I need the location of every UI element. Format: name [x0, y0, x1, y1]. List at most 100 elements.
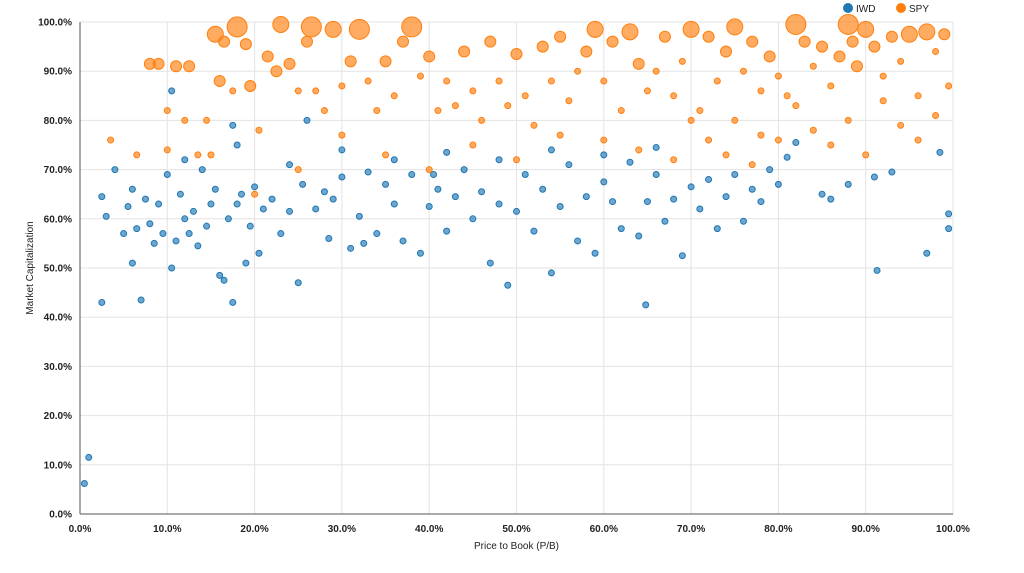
data-point-spy[interactable]	[670, 156, 678, 164]
data-point-iwd[interactable]	[216, 271, 224, 279]
data-point-iwd[interactable]	[141, 195, 149, 203]
data-point-spy[interactable]	[713, 77, 721, 85]
data-point-iwd[interactable]	[513, 207, 520, 215]
data-point-spy[interactable]	[827, 82, 835, 90]
data-point-spy[interactable]	[213, 75, 226, 88]
data-point-spy[interactable]	[678, 57, 686, 65]
legend-item-iwd[interactable]: IWD	[843, 3, 875, 15]
data-point-spy[interactable]	[757, 87, 765, 95]
data-point-iwd[interactable]	[181, 215, 189, 223]
data-point-iwd[interactable]	[748, 185, 756, 193]
data-point-spy[interactable]	[606, 35, 619, 48]
data-point-spy[interactable]	[312, 87, 320, 95]
data-point-iwd[interactable]	[229, 121, 237, 129]
data-point-spy[interactable]	[495, 77, 503, 85]
data-point-spy[interactable]	[687, 116, 695, 124]
data-point-iwd[interactable]	[211, 185, 219, 193]
data-point-spy[interactable]	[635, 146, 643, 154]
data-point-spy[interactable]	[283, 57, 296, 70]
data-point-iwd[interactable]	[163, 171, 171, 179]
data-point-iwd[interactable]	[124, 203, 132, 210]
data-point-spy[interactable]	[203, 116, 211, 124]
data-point-spy[interactable]	[401, 16, 423, 38]
data-point-iwd[interactable]	[652, 171, 660, 179]
data-point-spy[interactable]	[850, 60, 863, 73]
data-point-iwd[interactable]	[251, 183, 259, 191]
data-point-iwd[interactable]	[338, 173, 346, 181]
data-point-iwd[interactable]	[233, 200, 241, 208]
data-point-spy[interactable]	[783, 92, 791, 100]
data-point-spy[interactable]	[857, 20, 875, 38]
data-point-iwd[interactable]	[268, 195, 276, 203]
data-point-iwd[interactable]	[652, 143, 660, 151]
data-point-iwd[interactable]	[80, 479, 88, 487]
data-point-spy[interactable]	[390, 92, 398, 100]
data-point-iwd[interactable]	[495, 156, 503, 164]
data-point-iwd[interactable]	[194, 242, 202, 250]
data-point-iwd[interactable]	[355, 212, 363, 220]
data-point-spy[interactable]	[218, 35, 231, 48]
data-point-spy[interactable]	[844, 116, 852, 124]
data-point-spy[interactable]	[338, 82, 346, 90]
data-point-spy[interactable]	[443, 77, 451, 85]
data-point-iwd[interactable]	[818, 190, 826, 198]
data-point-spy[interactable]	[809, 126, 817, 134]
data-point-iwd[interactable]	[133, 225, 141, 233]
data-point-iwd[interactable]	[120, 230, 128, 238]
data-point-iwd[interactable]	[320, 188, 328, 196]
data-point-spy[interactable]	[900, 25, 918, 43]
data-point-iwd[interactable]	[146, 220, 154, 228]
data-point-iwd[interactable]	[181, 156, 189, 164]
data-point-spy[interactable]	[458, 45, 471, 58]
data-point-iwd[interactable]	[591, 249, 599, 257]
data-point-iwd[interactable]	[495, 200, 503, 208]
data-point-spy[interactable]	[792, 102, 800, 110]
data-point-spy[interactable]	[897, 121, 905, 129]
legend-item-spy[interactable]: SPY	[896, 3, 929, 15]
data-point-spy[interactable]	[133, 151, 141, 159]
data-point-iwd[interactable]	[792, 139, 800, 147]
data-point-iwd[interactable]	[390, 156, 398, 164]
data-point-spy[interactable]	[739, 67, 747, 75]
data-point-spy[interactable]	[938, 28, 951, 41]
data-point-spy[interactable]	[914, 92, 922, 100]
data-point-spy[interactable]	[226, 16, 248, 38]
data-point-spy[interactable]	[862, 151, 870, 159]
data-point-spy[interactable]	[621, 23, 639, 41]
data-point-iwd[interactable]	[360, 239, 368, 247]
data-point-spy[interactable]	[255, 126, 263, 134]
data-point-spy[interactable]	[536, 40, 549, 53]
data-point-iwd[interactable]	[185, 230, 193, 238]
data-point-iwd[interactable]	[294, 279, 302, 287]
data-point-iwd[interactable]	[923, 249, 931, 257]
data-point-spy[interactable]	[586, 20, 604, 38]
data-point-iwd[interactable]	[521, 171, 529, 179]
data-point-spy[interactable]	[207, 151, 215, 159]
data-point-spy[interactable]	[932, 48, 940, 56]
data-point-spy[interactable]	[183, 60, 196, 73]
data-point-iwd[interactable]	[128, 259, 136, 267]
data-point-spy[interactable]	[731, 116, 739, 124]
data-point-spy[interactable]	[344, 55, 357, 68]
data-point-spy[interactable]	[757, 131, 765, 139]
data-point-spy[interactable]	[574, 67, 582, 75]
data-point-spy[interactable]	[300, 35, 313, 48]
data-point-iwd[interactable]	[661, 217, 669, 225]
data-point-iwd[interactable]	[390, 200, 398, 208]
data-point-spy[interactable]	[879, 97, 887, 105]
data-point-spy[interactable]	[272, 15, 290, 33]
data-point-spy[interactable]	[705, 136, 713, 144]
data-point-spy[interactable]	[670, 92, 678, 100]
data-point-iwd[interactable]	[678, 252, 686, 260]
data-point-iwd[interactable]	[303, 116, 311, 124]
data-point-spy[interactable]	[846, 35, 859, 48]
data-point-iwd[interactable]	[286, 207, 294, 215]
data-point-spy[interactable]	[397, 35, 410, 48]
data-point-iwd[interactable]	[774, 180, 782, 188]
data-point-spy[interactable]	[722, 151, 730, 159]
data-point-spy[interactable]	[763, 50, 776, 63]
data-point-iwd[interactable]	[128, 185, 136, 193]
data-point-spy[interactable]	[382, 151, 390, 159]
data-point-iwd[interactable]	[504, 281, 512, 289]
data-point-spy[interactable]	[478, 116, 486, 124]
